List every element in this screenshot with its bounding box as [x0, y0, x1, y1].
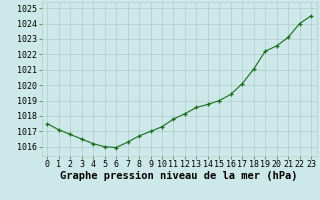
X-axis label: Graphe pression niveau de la mer (hPa): Graphe pression niveau de la mer (hPa): [60, 171, 298, 181]
